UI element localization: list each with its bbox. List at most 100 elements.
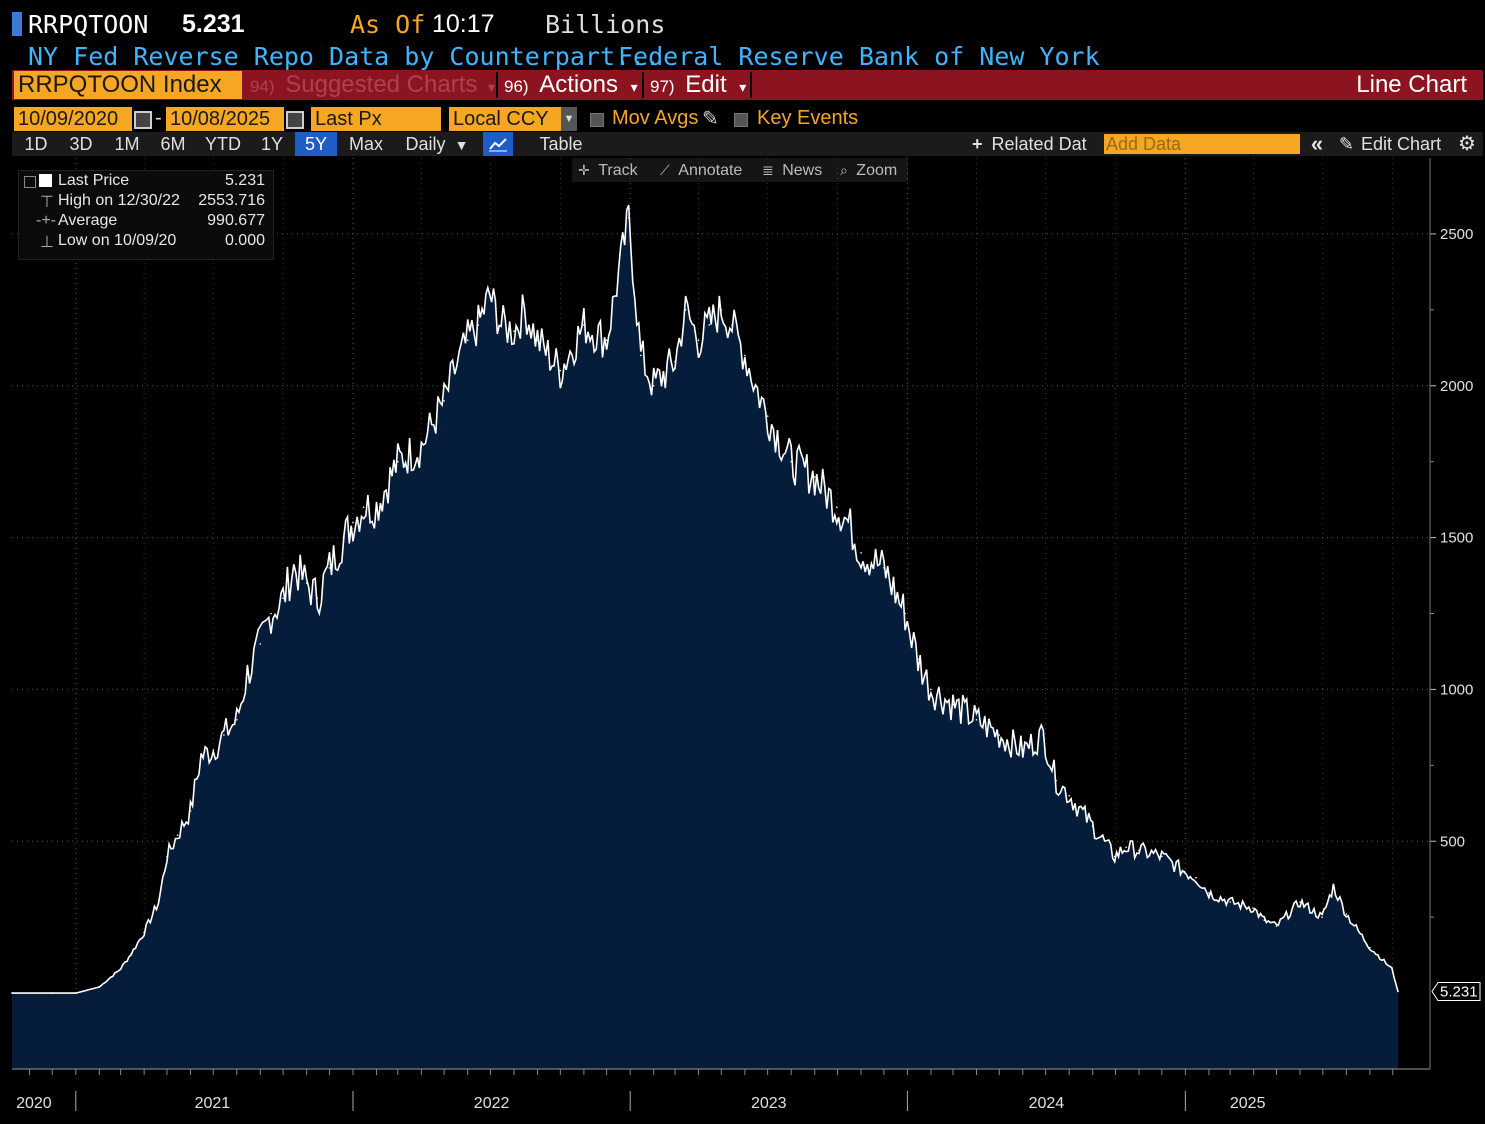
data-point — [1275, 925, 1278, 928]
data-point — [754, 385, 757, 387]
legend-low-value: 0.000 — [224, 232, 265, 249]
data-point — [1391, 968, 1393, 970]
annotate-icon: ⟋ — [660, 162, 670, 178]
track-tool[interactable]: ✛ Track — [578, 158, 638, 182]
edit-button[interactable]: 97) Edit ▾ — [650, 70, 750, 100]
period-max[interactable]: Max — [348, 134, 383, 154]
collapse-legend-icon[interactable] — [24, 176, 36, 188]
data-point — [1332, 886, 1335, 888]
data-point — [1125, 846, 1127, 849]
chevron-down-icon: ▾ — [630, 79, 638, 95]
collapse-icon[interactable]: « — [1310, 131, 1324, 156]
data-point — [420, 445, 423, 448]
data-point — [523, 309, 526, 311]
data-point — [259, 643, 262, 645]
data-point — [860, 552, 862, 554]
low-marker-icon: ⊥ — [40, 234, 54, 251]
data-point — [975, 719, 978, 721]
line-chart-icon[interactable] — [483, 132, 513, 156]
table-view-button[interactable]: Table — [539, 134, 583, 154]
start-date-input[interactable]: 10/09/2020 — [14, 107, 132, 131]
annotate-tool[interactable]: ⟋ Annotate — [660, 158, 742, 182]
data-point — [708, 324, 710, 326]
period-1d[interactable]: 1D — [24, 134, 48, 154]
calendar-icon[interactable] — [134, 111, 152, 129]
zoom-tool[interactable]: ⌕ Zoom — [840, 158, 897, 182]
key-events-label: Key Events — [757, 107, 859, 129]
suggested-charts-number: 94) — [250, 77, 275, 96]
price-field-select[interactable]: Last Px — [311, 107, 441, 131]
period-3d[interactable]: 3D — [69, 134, 93, 154]
data-point — [119, 968, 122, 970]
data-point — [1042, 734, 1045, 736]
data-point — [223, 734, 225, 736]
mov-avgs-label: Mov Avgs — [612, 107, 699, 129]
add-data-input[interactable]: Add Data — [1104, 134, 1300, 154]
toolbar-divider — [642, 72, 644, 98]
y-tick-label: 1500 — [1440, 530, 1473, 547]
related-data-button[interactable]: + Related Dat — [968, 132, 1098, 156]
suggested-charts-button[interactable]: 94) Suggested Charts ▾ — [250, 70, 495, 100]
legend-average-label: Average — [58, 212, 118, 229]
frequency-select[interactable]: Daily ▼ — [396, 132, 478, 156]
price-line — [12, 204, 1399, 994]
data-point — [836, 506, 838, 509]
legend-last-price-value: 5.231 — [224, 172, 265, 189]
legend-high-value: 2553.716 — [198, 192, 265, 209]
data-point — [684, 309, 687, 311]
data-point — [847, 521, 849, 524]
data-point — [246, 673, 249, 675]
date-range-separator: - — [155, 107, 162, 129]
last-value-tag — [1431, 981, 1481, 1001]
data-point — [176, 834, 179, 836]
data-point — [1345, 913, 1348, 915]
data-point — [157, 901, 160, 903]
gear-icon[interactable]: ⚙ — [1458, 133, 1476, 155]
data-point — [328, 567, 331, 569]
mov-avgs-checkbox[interactable] — [590, 113, 604, 127]
period-1m[interactable]: 1M — [114, 134, 140, 154]
actions-label: Actions — [539, 71, 618, 98]
data-point — [640, 354, 642, 357]
legend-average-value: 990.677 — [207, 212, 265, 229]
data-point — [454, 369, 456, 372]
pencil-icon[interactable]: ✎ — [702, 108, 719, 130]
security-field[interactable] — [14, 71, 242, 99]
data-point — [200, 755, 202, 757]
edit-chart-button[interactable]: ✎ Edit Chart — [1334, 132, 1446, 156]
data-point — [1161, 855, 1163, 858]
edit-chart-label: Edit Chart — [1361, 134, 1442, 154]
calendar-icon[interactable] — [286, 111, 304, 129]
add-data-placeholder: Add Data — [1106, 134, 1182, 154]
period-1y[interactable]: 1Y — [260, 134, 284, 154]
frequency-label: Daily — [405, 134, 446, 154]
data-point — [362, 506, 365, 509]
currency-dropdown-icon[interactable]: ▼ — [561, 107, 577, 131]
data-point — [697, 339, 700, 342]
magnifier-icon: ⌕ — [840, 162, 848, 178]
data-point — [397, 460, 399, 463]
key-events-checkbox[interactable] — [734, 113, 748, 127]
news-tool[interactable]: ≣ News — [762, 158, 822, 182]
currency-select[interactable]: Local CCY — [449, 107, 563, 131]
data-point — [744, 354, 746, 357]
period-5y[interactable]: 5Y — [295, 132, 337, 156]
track-label: Track — [598, 162, 638, 179]
end-date-input[interactable]: 10/08/2025 — [166, 107, 284, 131]
ticker-symbol: RRPQTOON — [28, 10, 149, 39]
data-point — [536, 339, 539, 342]
data-point — [477, 324, 480, 326]
period-6m[interactable]: 6M — [160, 134, 186, 154]
period-ytd[interactable]: YTD — [205, 134, 241, 154]
data-point — [513, 330, 515, 332]
data-point — [1397, 990, 1399, 993]
data-point — [1138, 849, 1140, 852]
data-point — [282, 597, 284, 600]
data-point — [212, 749, 215, 751]
data-point — [51, 992, 54, 994]
data-point — [316, 597, 319, 600]
x-tick-label: 2023 — [751, 1095, 787, 1112]
data-point — [443, 400, 445, 402]
actions-button[interactable]: 96) Actions ▾ — [504, 70, 640, 100]
x-tick-label: 2022 — [474, 1095, 510, 1112]
